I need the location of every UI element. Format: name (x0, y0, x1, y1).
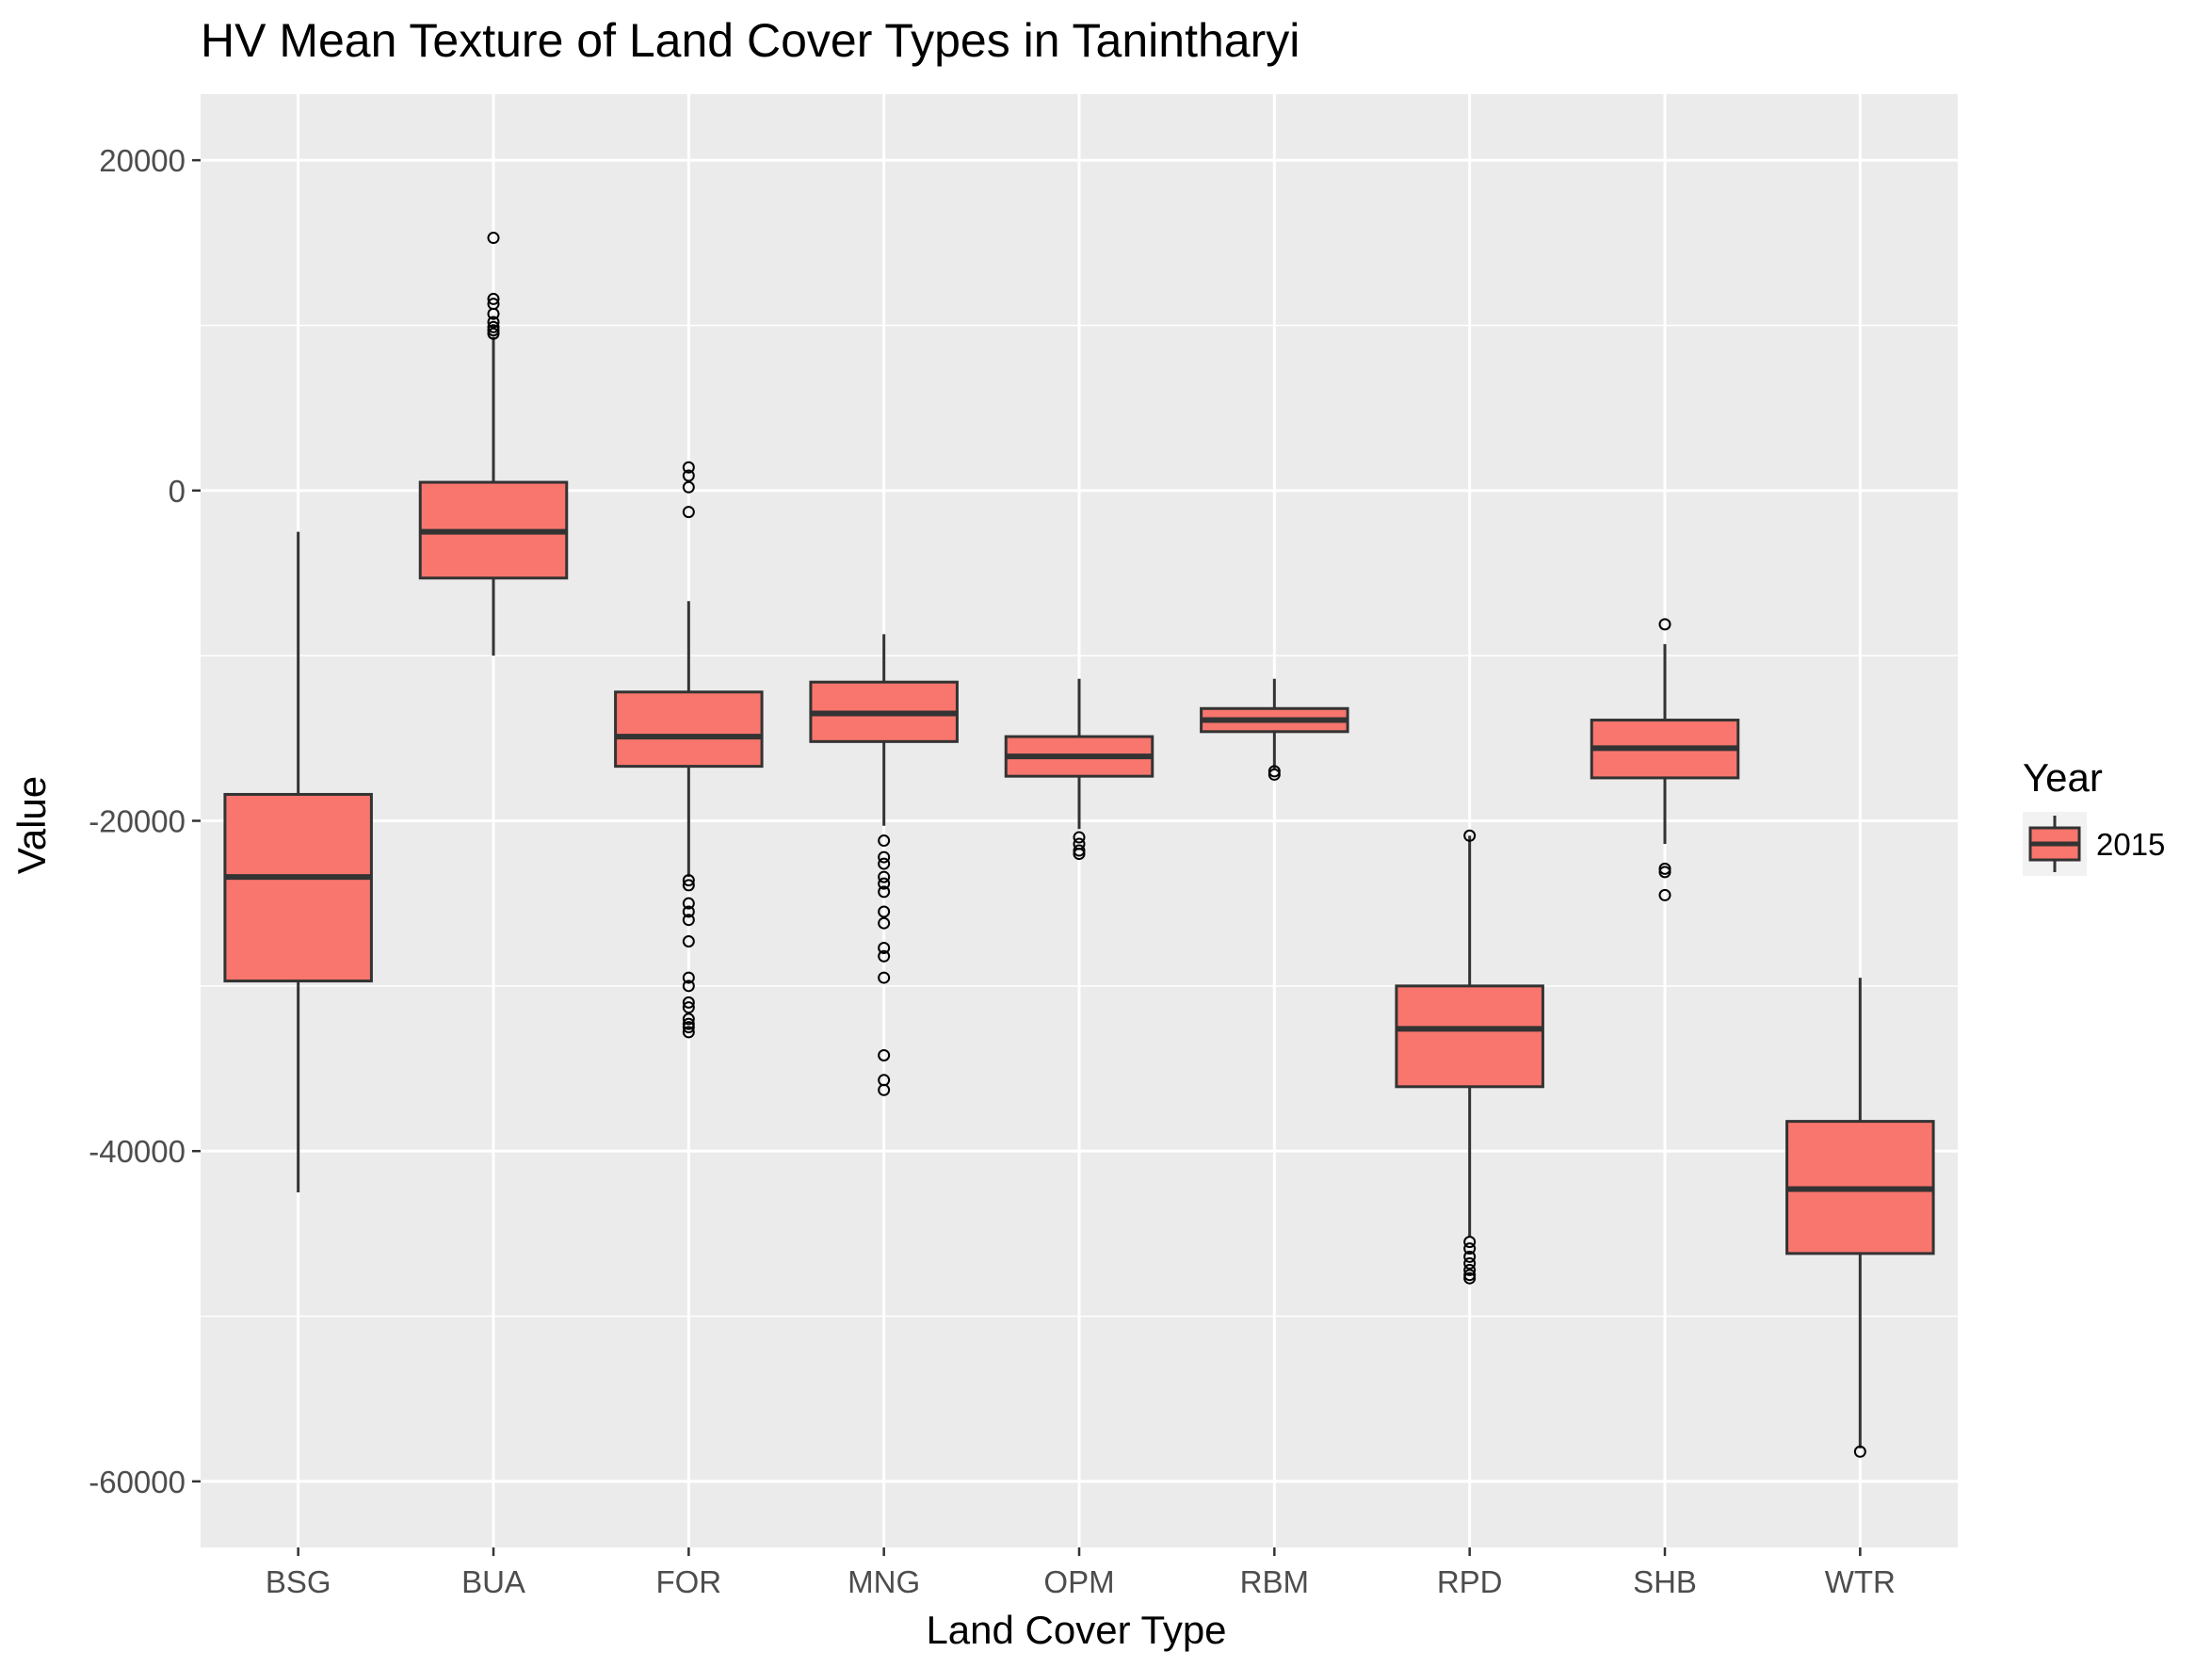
chart-title: HV Mean Texture of Land Cover Types in T… (201, 14, 1300, 67)
legend-title: Year (2023, 755, 2103, 800)
x-tick-label: BSG (266, 1564, 331, 1599)
outlier-point (1267, 765, 1281, 778)
box-MNG (809, 634, 959, 1096)
outlier-point (878, 857, 891, 870)
x-tick-label: WTR (1825, 1564, 1896, 1599)
outlier-point (1463, 829, 1477, 842)
outlier-point (1463, 1263, 1477, 1276)
outlier-point (487, 327, 500, 340)
outlier-point (487, 292, 500, 305)
outlier-point (1658, 618, 1671, 631)
outlier-point (682, 469, 695, 482)
box-BSG (223, 531, 373, 1193)
outlier-point (682, 1001, 695, 1014)
outlier-point (1463, 1269, 1477, 1282)
legend: Year 2015 (2023, 755, 2165, 876)
outlier-point (1463, 1250, 1477, 1263)
outlier-point (878, 870, 891, 883)
outlier-point (682, 1021, 695, 1034)
box-FOR (614, 461, 764, 1039)
axes-layer: 20000 0 -20000 -40000 -60000 BSG BUA FOR MNG OPM R… (89, 143, 1896, 1599)
x-tick-label: SHB (1633, 1564, 1697, 1599)
outlier-point (878, 949, 891, 963)
outlier-point (1073, 831, 1086, 844)
outlier-point (682, 480, 695, 494)
outlier-point (487, 232, 500, 245)
outlier-point (878, 850, 891, 864)
outlier-point (682, 1026, 695, 1039)
outlier-point (682, 874, 695, 887)
outlier-point (878, 916, 891, 930)
outlier-point (682, 971, 695, 984)
outlier-point (682, 914, 695, 927)
box-SHB (1590, 618, 1740, 901)
boxes-layer (223, 232, 1935, 1458)
y-axis-title: Value (9, 776, 54, 874)
box-OPM (1004, 678, 1154, 861)
x-tick-label: MNG (848, 1564, 920, 1599)
outlier-point (1853, 1445, 1866, 1458)
box-BUA (418, 232, 569, 656)
outlier-point (682, 980, 695, 993)
box-WTR (1785, 978, 1935, 1458)
outlier-point (1463, 1236, 1477, 1249)
x-tick-label: FOR (655, 1564, 721, 1599)
outlier-point (487, 316, 500, 329)
outlier-point (682, 934, 695, 947)
outlier-point (1463, 1242, 1477, 1255)
outlier-point (1463, 1271, 1477, 1285)
outlier-point (682, 1017, 695, 1030)
iqr-box (614, 690, 764, 769)
outlier-point (1073, 844, 1086, 857)
y-tick-label: -60000 (89, 1465, 186, 1499)
outlier-point (878, 834, 891, 848)
outlier-point (682, 905, 695, 918)
box-RBM (1200, 678, 1349, 781)
outlier-point (487, 307, 500, 320)
x-tick-label: RBM (1240, 1564, 1309, 1599)
x-axis-title: Land Cover Type (926, 1608, 1226, 1652)
outlier-point (682, 897, 695, 910)
outlier-point (682, 1012, 695, 1026)
outlier-point (1658, 866, 1671, 879)
legend-label-2015: 2015 (2096, 827, 2165, 862)
y-tick-label: 20000 (99, 143, 186, 178)
outlier-point (1658, 888, 1671, 901)
x-tick-label: OPM (1043, 1564, 1114, 1599)
outlier-point (878, 1048, 891, 1061)
iqr-box (223, 792, 373, 983)
x-tick-label: BUA (461, 1564, 525, 1599)
outlier-point (682, 506, 695, 519)
iqr-box (1395, 984, 1544, 1089)
outlier-point (878, 942, 891, 955)
outlier-point (878, 1083, 891, 1096)
outlier-point (1267, 768, 1281, 781)
x-tick-label: RPD (1437, 1564, 1503, 1599)
outlier-point (878, 971, 891, 984)
y-tick-label: -40000 (89, 1134, 186, 1169)
outlier-point (682, 461, 695, 474)
outlier-point (487, 324, 500, 337)
y-tick-label: 0 (169, 474, 186, 509)
outlier-point (682, 879, 695, 892)
outlier-point (682, 996, 695, 1009)
outlier-point (878, 905, 891, 918)
outlier-point (878, 885, 891, 899)
outlier-point (1463, 1256, 1477, 1270)
outlier-point (487, 320, 500, 333)
outlier-point (1658, 862, 1671, 875)
outlier-point (878, 877, 891, 890)
box-RPD (1395, 829, 1544, 1285)
y-tick-label: -20000 (89, 804, 186, 839)
outlier-point (1073, 848, 1086, 861)
